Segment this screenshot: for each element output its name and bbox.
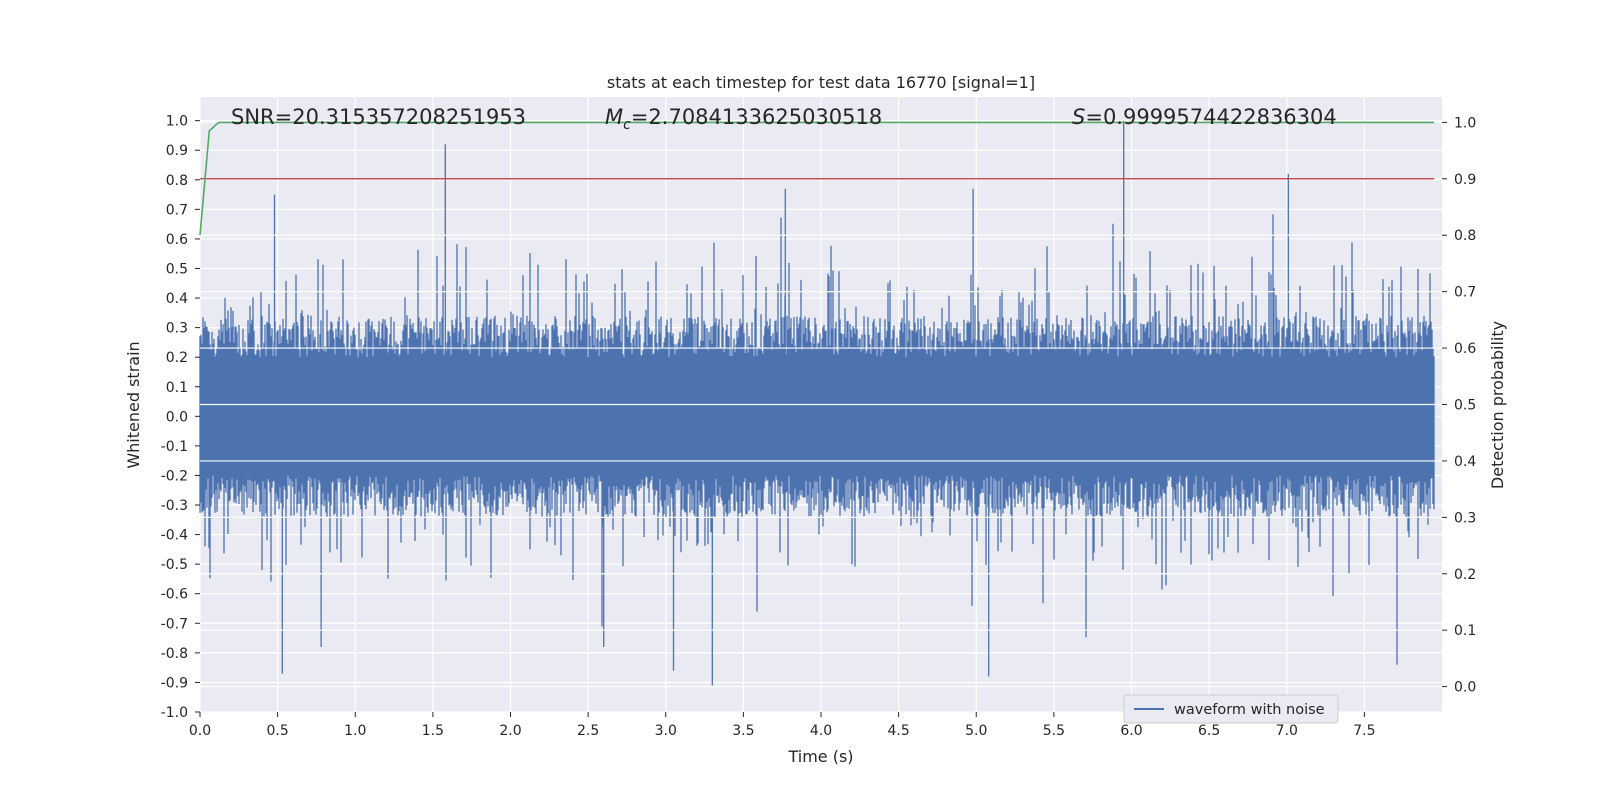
x-tick-label: 5.5 [1043,723,1065,739]
y-tick-label: -0.1 [161,439,188,455]
x-tick-label: 4.0 [810,723,832,739]
x-tick-label: 1.5 [422,723,444,739]
x-tick-label: 0.0 [189,723,211,739]
y-tick-label: 0.0 [166,409,188,425]
y-tick-label: -0.2 [161,468,188,484]
probability-series [199,121,1435,236]
x-tick-label: 3.5 [732,723,754,739]
y-tick-label: 0.5 [166,261,188,277]
s-statistic-symbol: S [1072,105,1085,129]
x-tick-label: 4.5 [887,723,909,739]
y-tick-label: -1.0 [161,705,188,721]
y2-tick-label: 0.0 [1454,680,1476,696]
y2-tick-label: 1.0 [1454,115,1476,131]
y2-tick-label: 0.1 [1454,623,1476,639]
legend-box [1123,694,1339,724]
legend: waveform with noise [1123,694,1339,724]
x-tick-label: 6.0 [1120,723,1142,739]
y-tick-label: -0.4 [161,528,188,544]
chart-title: stats at each timestep for test data 167… [607,73,1035,92]
y-tick-label: 0.8 [166,173,188,189]
s-statistic-value: =0.9999574422836304 [1085,105,1336,129]
x-tick-label: 0.5 [266,723,288,739]
y2-axis-ticks: 1.0 0.9 0.8 0.7 0.6 0.5 0.4 0.3 0.2 0.1 0.0 [1442,115,1476,696]
chirp-mass-value: =2.7084133625030518 [631,105,882,129]
detection-probability-line [199,121,1435,236]
y2-tick-label: 0.6 [1454,341,1476,357]
x-tick-label: 2.0 [499,723,521,739]
y-tick-label: 0.2 [166,350,188,366]
x-tick-label: 1.0 [344,723,366,739]
y-tick-label: 0.7 [166,202,188,218]
y2-tick-label: 0.3 [1454,510,1476,526]
x-tick-label: 7.0 [1276,723,1298,739]
waveform-series [199,120,1435,686]
legend-entry-waveform: waveform with noise [1174,702,1325,718]
y-tick-label: 0.6 [166,232,188,248]
x-tick-label: 2.5 [577,723,599,739]
y-tick-label: -0.3 [161,498,188,514]
x-axis-ticks: 0.0 0.5 1.0 1.5 2.0 2.5 3.0 3.5 4.0 4.5 5.0 5.5 6.0 6… [189,712,1376,739]
y2-axis-label: Detection probability [1488,321,1507,489]
y-axis-label: Whitened strain [124,341,143,468]
y-tick-label: -0.9 [161,675,188,691]
y2-tick-label: 0.4 [1454,454,1476,470]
y2-tick-label: 0.5 [1454,398,1476,414]
x-tick-label: 6.5 [1198,723,1220,739]
y2-tick-label: 0.8 [1454,228,1476,244]
y2-tick-label: 0.7 [1454,285,1476,301]
x-tick-label: 7.5 [1353,723,1375,739]
y2-tick-label: 0.9 [1454,172,1476,188]
x-tick-label: 5.0 [965,723,987,739]
chirp-mass-annotation: Mc=2.7084133625030518 [605,105,882,133]
y-tick-label: -0.6 [161,587,188,603]
y-tick-label: 0.3 [166,321,188,337]
y-tick-label: -0.5 [161,557,188,573]
chirp-mass-subscript: c [623,117,631,133]
y-tick-label: 0.4 [166,291,188,307]
y-tick-label: -0.7 [161,616,188,632]
snr-annotation: SNR=20.315357208251953 [231,105,526,129]
y-tick-label: -0.8 [161,646,188,662]
y-axis-ticks: 1.0 0.9 0.8 0.7 0.6 0.5 0.4 0.3 0.2 0.1 0.0 -0.1 -0.… [161,114,200,721]
y2-tick-label: 0.2 [1454,567,1476,583]
chirp-mass-symbol: M [605,105,623,129]
x-tick-label: 3.0 [655,723,677,739]
y-tick-label: 1.0 [166,114,188,130]
y-tick-label: 0.1 [166,380,188,396]
waveform-line [199,120,1435,686]
s-statistic-annotation: S=0.9999574422836304 [1072,105,1337,129]
y-tick-label: 0.9 [166,143,188,159]
x-axis-label: Time (s) [787,747,853,766]
